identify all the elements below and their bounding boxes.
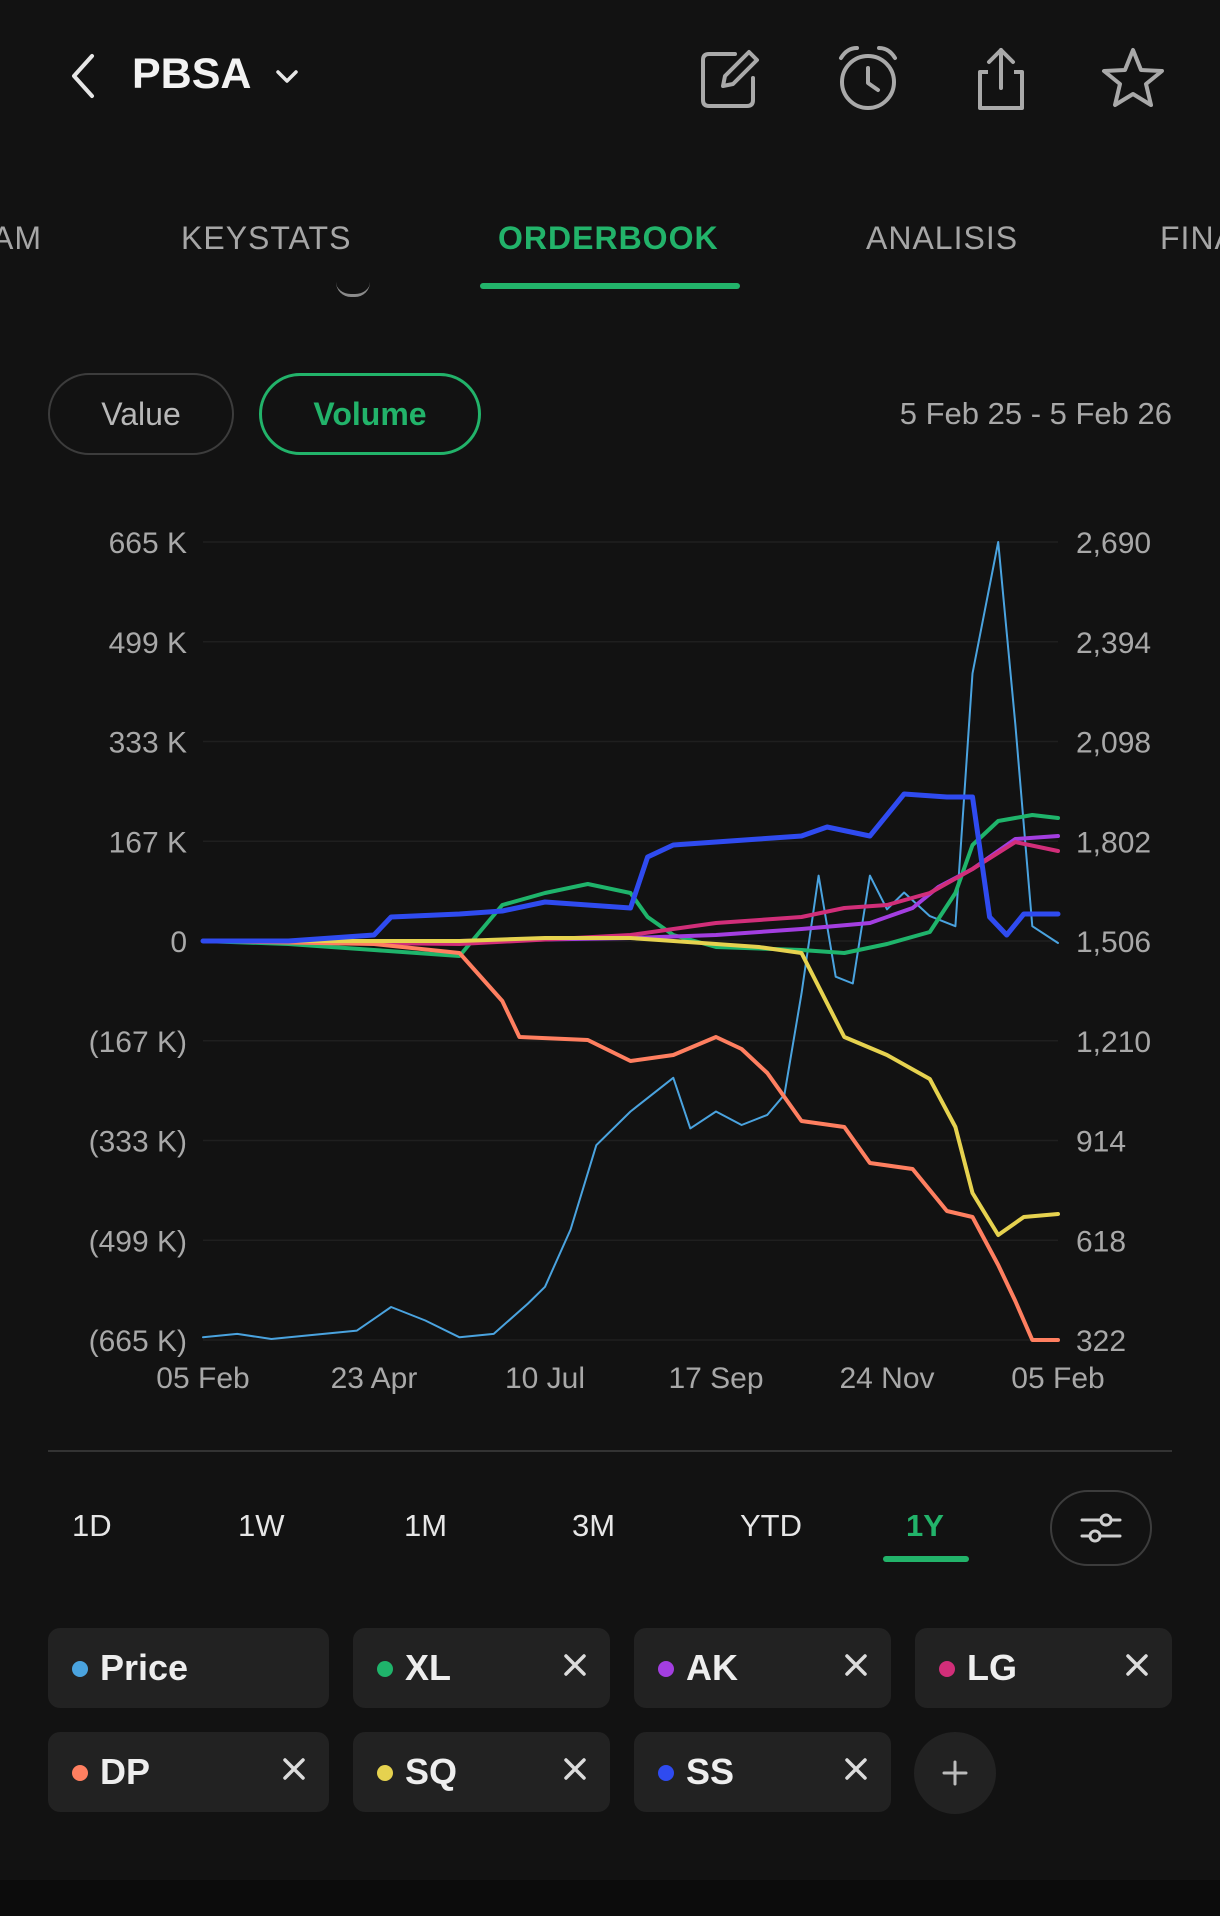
ticker-dropdown[interactable] xyxy=(270,60,304,94)
legend-label: AK xyxy=(686,1647,738,1688)
legend-chip-lg[interactable]: LG xyxy=(915,1628,1172,1708)
chevron-down-icon xyxy=(276,70,298,83)
right-tick-label: 1,506 xyxy=(1076,926,1151,959)
sliders-icon xyxy=(1080,1513,1122,1543)
divider xyxy=(48,1450,1172,1452)
close-icon[interactable] xyxy=(560,1754,590,1784)
right-tick-label: 2,690 xyxy=(1076,527,1151,560)
alarm-button[interactable] xyxy=(833,44,903,114)
series-color-dot xyxy=(377,1765,393,1781)
tab-keystats[interactable]: KEYSTATS xyxy=(181,220,352,256)
chevron-left-icon xyxy=(72,54,94,98)
left-tick-label: 0 xyxy=(170,926,187,959)
legend-chip-ss[interactable]: SS xyxy=(634,1732,891,1812)
left-tick-label: 333 K xyxy=(109,727,187,760)
series-color-dot xyxy=(377,1661,393,1677)
edit-icon xyxy=(701,50,759,108)
series-line-ak xyxy=(201,834,1060,943)
legend-label: SS xyxy=(686,1751,735,1792)
right-tick-label: 914 xyxy=(1076,1126,1126,1159)
ticker-title[interactable]: PBSA xyxy=(132,50,252,98)
right-tick-label: 1,802 xyxy=(1076,826,1151,859)
close-icon[interactable] xyxy=(279,1754,309,1784)
chart-settings-button[interactable] xyxy=(1050,1490,1152,1566)
close-icon[interactable] xyxy=(560,1650,590,1680)
range-1m[interactable]: 1M xyxy=(404,1508,448,1543)
close-icon[interactable] xyxy=(1122,1650,1152,1680)
active-tab-indicator xyxy=(480,283,740,289)
tab-am[interactable]: AM xyxy=(0,220,42,256)
left-tick-label: (333 K) xyxy=(89,1126,187,1159)
legend-chip-ak[interactable]: AK xyxy=(634,1628,891,1708)
tab-analisis[interactable]: ANALISIS xyxy=(866,220,1019,256)
range-1d[interactable]: 1D xyxy=(72,1508,112,1543)
value-toggle[interactable]: Value xyxy=(48,373,234,455)
series-color-dot xyxy=(72,1765,88,1781)
right-tick-label: 2,394 xyxy=(1076,627,1151,660)
left-tick-label: (499 K) xyxy=(89,1225,187,1258)
plus-icon xyxy=(942,1760,968,1786)
right-tick-label: 322 xyxy=(1076,1325,1126,1358)
share-button[interactable] xyxy=(966,44,1036,114)
legend-label: Price xyxy=(100,1647,189,1688)
series-line-price xyxy=(202,541,1059,1340)
legend-label: LG xyxy=(967,1647,1017,1688)
add-series-button[interactable] xyxy=(914,1732,996,1814)
series-color-dot xyxy=(72,1661,88,1677)
star-icon xyxy=(1102,48,1164,107)
volume-toggle[interactable]: Volume xyxy=(259,373,481,455)
series-color-dot xyxy=(658,1765,674,1781)
left-tick-label: (167 K) xyxy=(89,1026,187,1059)
legend-label: SQ xyxy=(405,1751,458,1792)
x-tick-label: 05 Feb xyxy=(1011,1362,1104,1395)
right-tick-label: 2,098 xyxy=(1076,727,1151,760)
legend-chip-sq[interactable]: SQ xyxy=(353,1732,610,1812)
left-tick-label: 665 K xyxy=(109,527,187,560)
close-icon[interactable] xyxy=(841,1754,871,1784)
range-ytd[interactable]: YTD xyxy=(740,1508,802,1543)
legend-label: XL xyxy=(405,1647,452,1688)
back-button[interactable] xyxy=(60,46,116,106)
right-tick-label: 1,210 xyxy=(1076,1026,1151,1059)
range-1y[interactable]: 1Y xyxy=(906,1508,944,1543)
series-line-sq xyxy=(201,936,1060,1237)
broker-volume-chart[interactable]: 665 K 2,690 499 K 2,394 333 K 2,098 167 K 1,802… xyxy=(0,500,1220,1400)
left-tick-label: (665 K) xyxy=(89,1325,187,1358)
series-color-dot xyxy=(658,1661,674,1677)
share-icon xyxy=(978,48,1024,110)
scroll-hint xyxy=(336,282,370,297)
legend-chip-xl[interactable]: XL xyxy=(353,1628,610,1708)
series-color-dot xyxy=(939,1661,955,1677)
date-range: 5 Feb 25 - 5 Feb 26 xyxy=(899,396,1172,431)
x-tick-label: 10 Jul xyxy=(505,1362,585,1395)
watchlist-button[interactable] xyxy=(1098,44,1168,114)
x-tick-label: 17 Sep xyxy=(668,1362,763,1395)
range-1w[interactable]: 1W xyxy=(238,1508,285,1543)
tab-fina[interactable]: FINA xyxy=(1160,220,1220,256)
x-tick-label: 05 Feb xyxy=(156,1362,249,1395)
legend-chip-dp[interactable]: DP xyxy=(48,1732,329,1812)
alarm-icon xyxy=(839,46,897,110)
active-range-indicator xyxy=(883,1556,969,1562)
edit-button[interactable] xyxy=(695,44,765,114)
legend-chip-price[interactable]: Price xyxy=(48,1628,329,1708)
tab-orderbook[interactable]: ORDERBOOK xyxy=(498,220,719,256)
system-nav-area xyxy=(0,1880,1220,1916)
right-tick-label: 618 xyxy=(1076,1225,1126,1258)
range-3m[interactable]: 3M xyxy=(572,1508,616,1543)
left-tick-label: 499 K xyxy=(109,627,187,660)
legend-label: DP xyxy=(100,1751,151,1792)
close-icon[interactable] xyxy=(841,1650,871,1680)
x-tick-label: 24 Nov xyxy=(839,1362,934,1395)
x-tick-label: 23 Apr xyxy=(331,1362,418,1395)
series-line-ss xyxy=(200,791,1061,944)
left-tick-label: 167 K xyxy=(109,826,187,859)
series-line-dp xyxy=(201,939,1060,1342)
